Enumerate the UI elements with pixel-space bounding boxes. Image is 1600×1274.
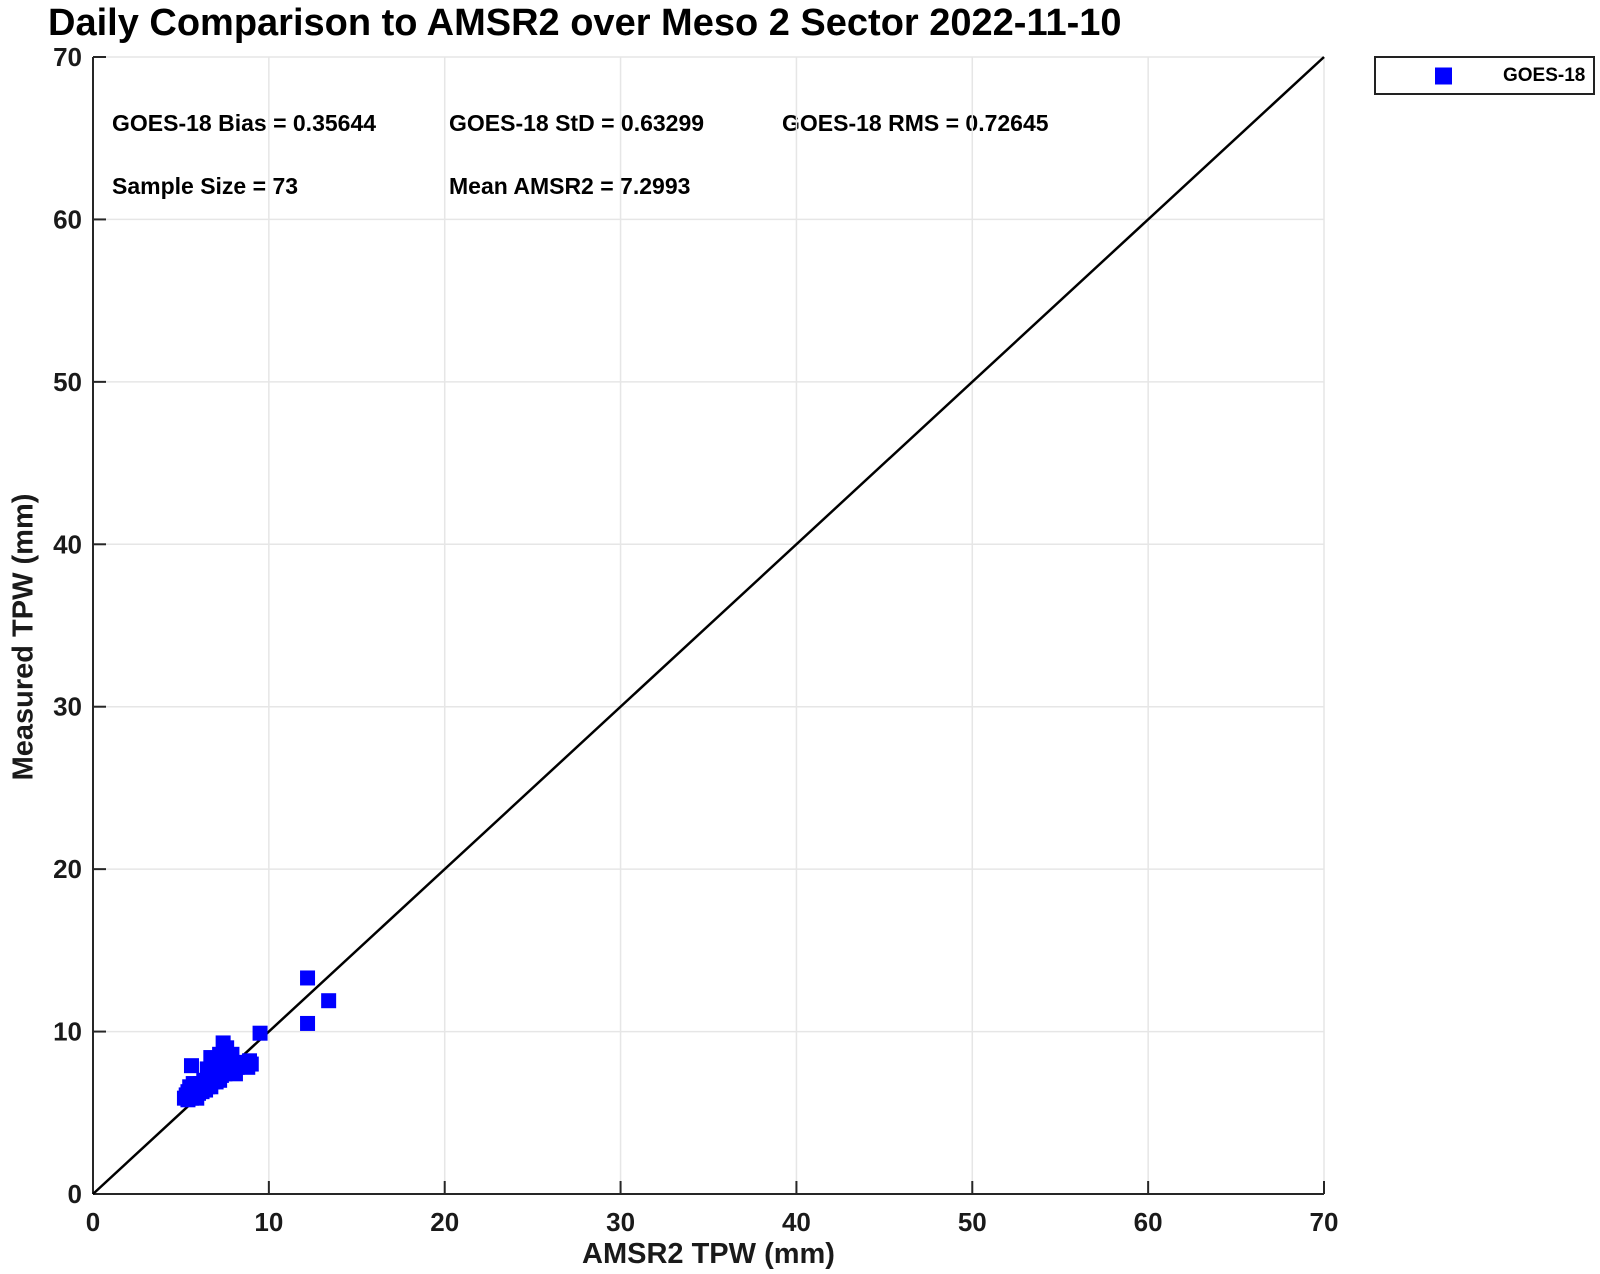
legend: GOES-18 (1374, 56, 1595, 95)
x-tick-label: 0 (86, 1207, 100, 1237)
stat-mean-amsr2: Mean AMSR2 = 7.2993 (449, 173, 691, 199)
y-tick-label: 30 (53, 692, 82, 722)
x-tick-label: 30 (606, 1207, 635, 1237)
y-tick-label: 50 (53, 367, 82, 397)
y-tick-label: 20 (53, 854, 82, 884)
stat-bias: GOES-18 Bias = 0.35644 (112, 110, 377, 136)
stat-rms: GOES-18 RMS = 0.72645 (782, 110, 1049, 136)
y-tick-label: 40 (53, 529, 82, 559)
chart-title: Daily Comparison to AMSR2 over Meso 2 Se… (48, 2, 1122, 44)
data-point (252, 1025, 268, 1041)
x-tick-label: 40 (782, 1207, 811, 1237)
y-tick-label: 10 (53, 1017, 82, 1047)
y-tick-label: 60 (53, 204, 82, 234)
legend-label: GOES-18 (1503, 64, 1586, 86)
stat-std: GOES-18 StD = 0.63299 (449, 110, 705, 136)
y-tick-label: 70 (53, 42, 82, 72)
data-point (183, 1058, 199, 1074)
stat-sample-size: Sample Size = 73 (112, 173, 299, 199)
data-point (321, 993, 337, 1009)
data-point (243, 1056, 259, 1072)
legend-square-marker-icon (1435, 67, 1452, 84)
y-axis-label: Measured TPW (mm) (7, 493, 40, 781)
x-tick-label: 50 (958, 1207, 987, 1237)
y-tick-label: 0 (68, 1179, 82, 1209)
x-tick-label: 60 (1134, 1207, 1163, 1237)
x-tick-label: 10 (254, 1207, 283, 1237)
x-axis-label: AMSR2 TPW (mm) (582, 1238, 835, 1270)
identity-line (92, 56, 1325, 1195)
x-tick-label: 70 (1310, 1207, 1339, 1237)
data-point (300, 970, 316, 986)
data-point (300, 1015, 316, 1031)
x-tick-label: 20 (430, 1207, 459, 1237)
